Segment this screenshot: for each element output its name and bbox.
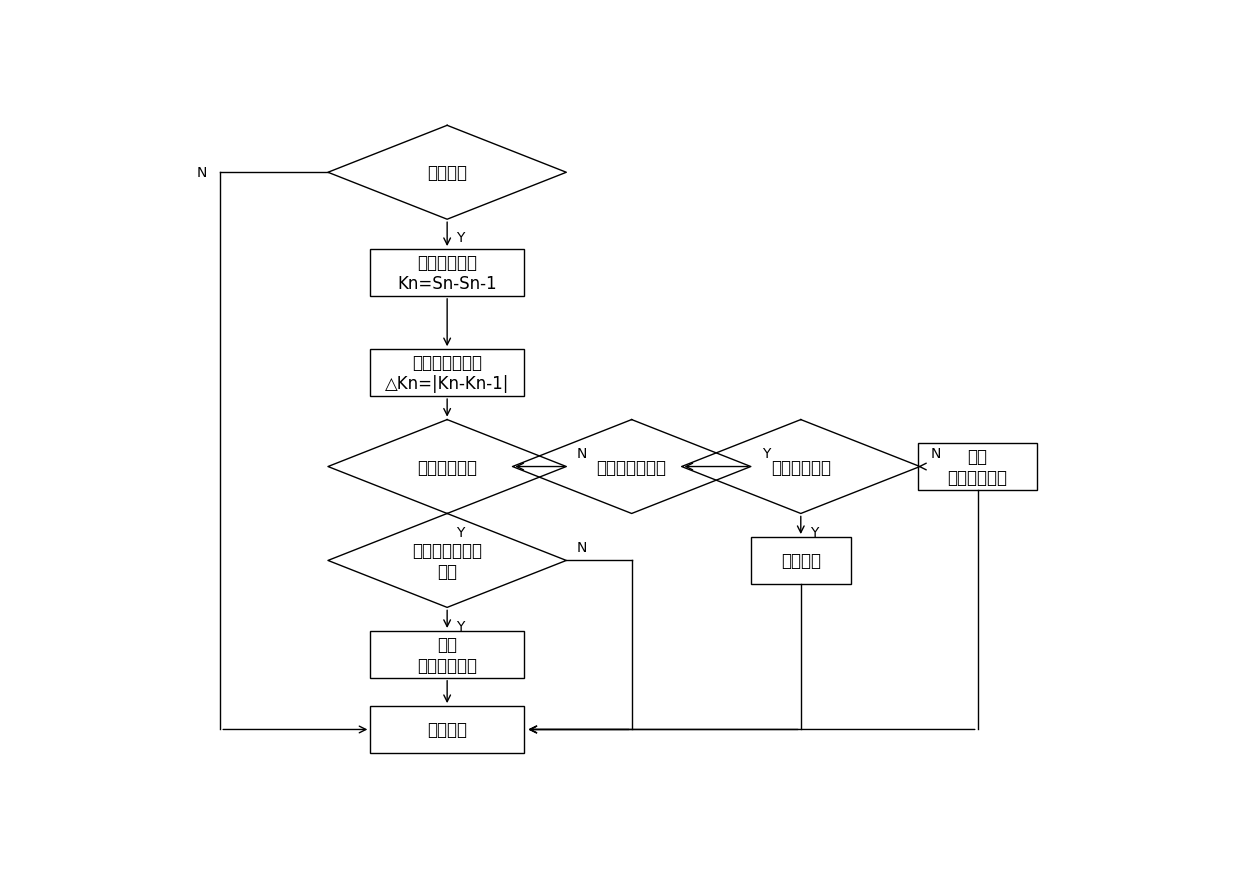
Text: 采样输出: 采样输出 <box>427 720 467 739</box>
Text: Y: Y <box>810 525 818 539</box>
Text: Y: Y <box>456 525 465 539</box>
Text: N: N <box>196 166 207 180</box>
Text: 采样错误标志: 采样错误标志 <box>417 458 477 476</box>
Text: 是否有流: 是否有流 <box>427 164 467 182</box>
Text: 采样点可插值: 采样点可插值 <box>771 458 831 476</box>
Text: N: N <box>577 447 588 461</box>
Text: N: N <box>931 447 941 461</box>
Text: 斜率变化量异常
返回: 斜率变化量异常 返回 <box>412 541 482 580</box>
Text: 置位
采样错误标志: 置位 采样错误标志 <box>947 448 1008 487</box>
Bar <box>918 443 1037 490</box>
Text: N: N <box>577 541 588 554</box>
Text: Y: Y <box>456 619 465 633</box>
Text: 斜率变化量异常: 斜率变化量异常 <box>596 458 667 476</box>
Text: Y: Y <box>761 447 770 461</box>
Text: 复位
采样错误标志: 复位 采样错误标志 <box>417 635 477 674</box>
Bar <box>371 249 525 296</box>
Text: 获取斜率变化量
△Kn=|Kn-Kn-1|: 获取斜率变化量 △Kn=|Kn-Kn-1| <box>384 354 510 393</box>
Bar <box>371 631 525 678</box>
Text: Y: Y <box>456 231 465 245</box>
Bar <box>371 349 525 396</box>
Bar <box>750 537 851 584</box>
Text: 获取本点斜率
Kn=Sn-Sn-1: 获取本点斜率 Kn=Sn-Sn-1 <box>397 254 497 293</box>
Text: 采样插值: 采样插值 <box>781 552 821 570</box>
Bar <box>371 706 525 753</box>
